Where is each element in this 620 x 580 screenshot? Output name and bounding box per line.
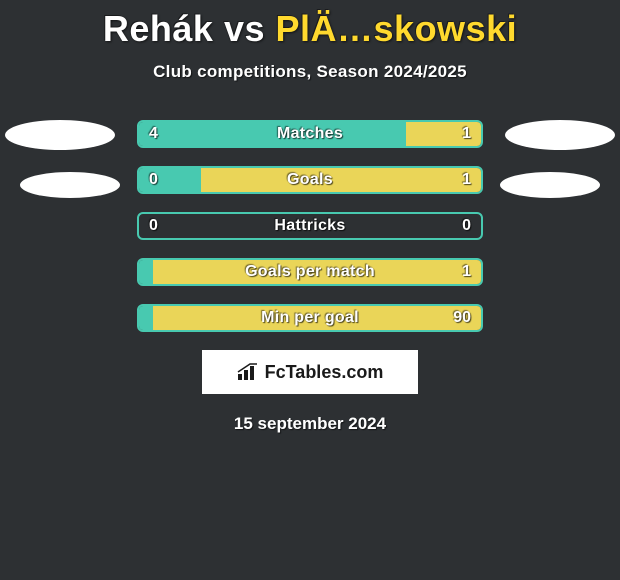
stat-label: Hattricks [139, 214, 481, 238]
stat-row: 01Goals [137, 166, 483, 194]
stat-row: 0 0Hattricks [137, 212, 483, 240]
date-label: 15 september 2024 [0, 414, 620, 434]
stat-fill-right [201, 168, 481, 192]
stat-row: 1Goals per match [137, 258, 483, 286]
stat-fill-right [153, 306, 481, 330]
source-badge: FcTables.com [202, 350, 418, 394]
player-left-name: Rehák [103, 8, 214, 49]
stat-fill-left [139, 306, 153, 330]
stat-value-left: 0 [149, 214, 158, 238]
bar-chart-icon [237, 363, 259, 381]
vs-connector: vs [224, 8, 265, 49]
player-photo-placeholder [500, 172, 600, 198]
player-photo-placeholder [20, 172, 120, 198]
comparison-chart: 41Matches 01Goals 0 0Hattricks 1Goals per ma… [0, 120, 620, 332]
source-label: FcTables.com [265, 362, 384, 383]
stat-row: 90Min per goal [137, 304, 483, 332]
player-photo-placeholder [505, 120, 615, 150]
comparison-title: Rehák vs PlÄ…skowski [0, 0, 620, 50]
stat-value-right: 0 [462, 214, 471, 238]
stat-fill-right [153, 260, 481, 284]
source-badge-text: FcTables.com [237, 362, 384, 383]
player-photo-placeholder [5, 120, 115, 150]
stat-fill-right [406, 122, 481, 146]
stat-fill-left [139, 122, 406, 146]
stat-fill-left [139, 260, 153, 284]
subtitle: Club competitions, Season 2024/2025 [0, 62, 620, 82]
stat-row: 41Matches [137, 120, 483, 148]
stat-fill-left [139, 168, 201, 192]
player-right-name: PlÄ…skowski [276, 8, 518, 49]
